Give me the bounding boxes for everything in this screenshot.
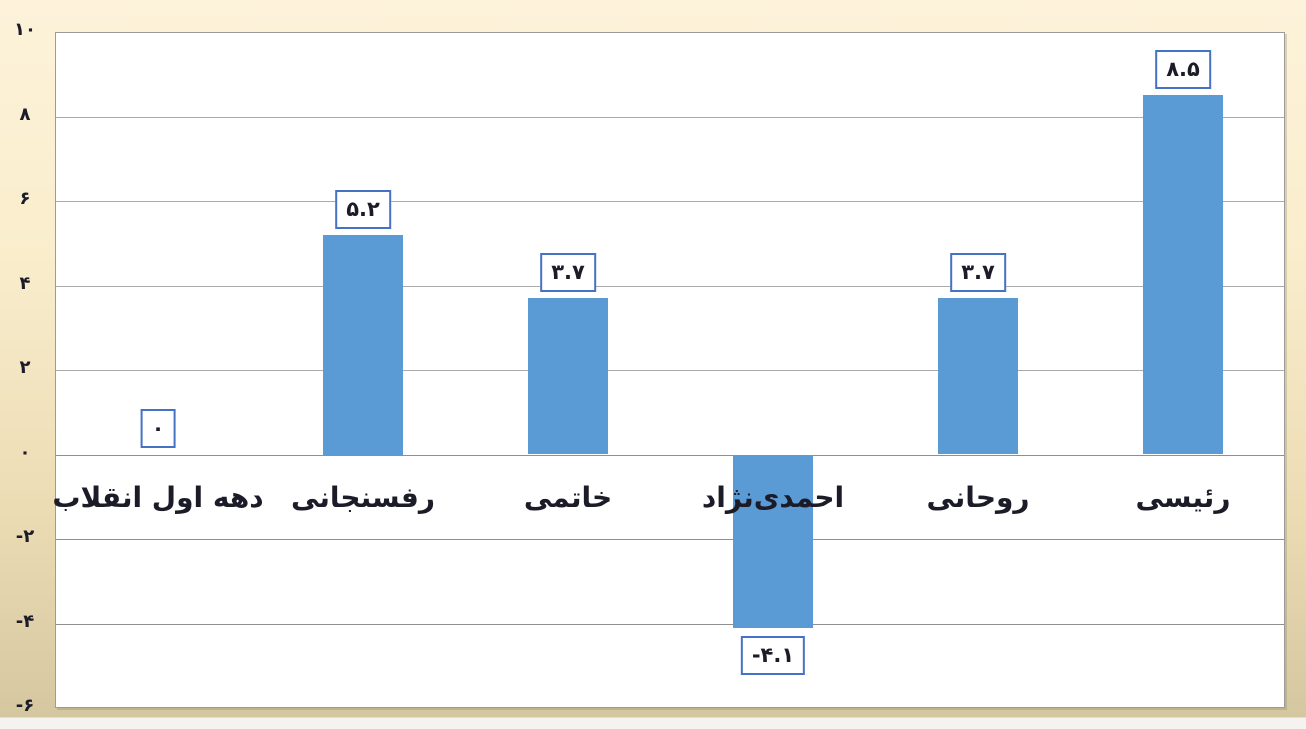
value-label: ۰	[140, 408, 176, 448]
value-label: -۴.۱	[740, 636, 806, 676]
bar	[733, 455, 813, 628]
y-tick-label: ۱۰	[14, 19, 36, 40]
category-label: رفسنجانی	[291, 481, 435, 514]
y-tick-label: ۲	[19, 357, 31, 378]
bar	[938, 298, 1018, 454]
category-label: احمدی‌نژاد	[701, 481, 845, 514]
y-tick-label: -۶	[15, 695, 35, 716]
value-label: ۸.۵	[1155, 49, 1211, 89]
value-label: ۳.۷	[950, 252, 1006, 292]
y-tick-label: ۶	[19, 188, 31, 209]
category-label: خاتمی	[523, 481, 613, 514]
y-tick-label: -۲	[15, 526, 35, 547]
category-label: رئیسی	[1135, 481, 1231, 514]
y-tick-label: ۸	[19, 104, 31, 125]
y-tick-label: ۴	[19, 273, 31, 294]
y-tick-label: ۰	[19, 442, 31, 463]
category-label: دهه اول انقلاب	[52, 481, 264, 514]
bar	[528, 298, 608, 454]
value-label: ۳.۷	[540, 252, 596, 292]
y-tick-label: -۴	[15, 611, 35, 632]
plot-area	[55, 32, 1285, 708]
bar	[1143, 95, 1223, 454]
bar	[323, 235, 403, 455]
category-label: روحانی	[926, 481, 1030, 514]
value-label: ۵.۲	[335, 189, 391, 229]
bottom-strip	[0, 717, 1306, 729]
